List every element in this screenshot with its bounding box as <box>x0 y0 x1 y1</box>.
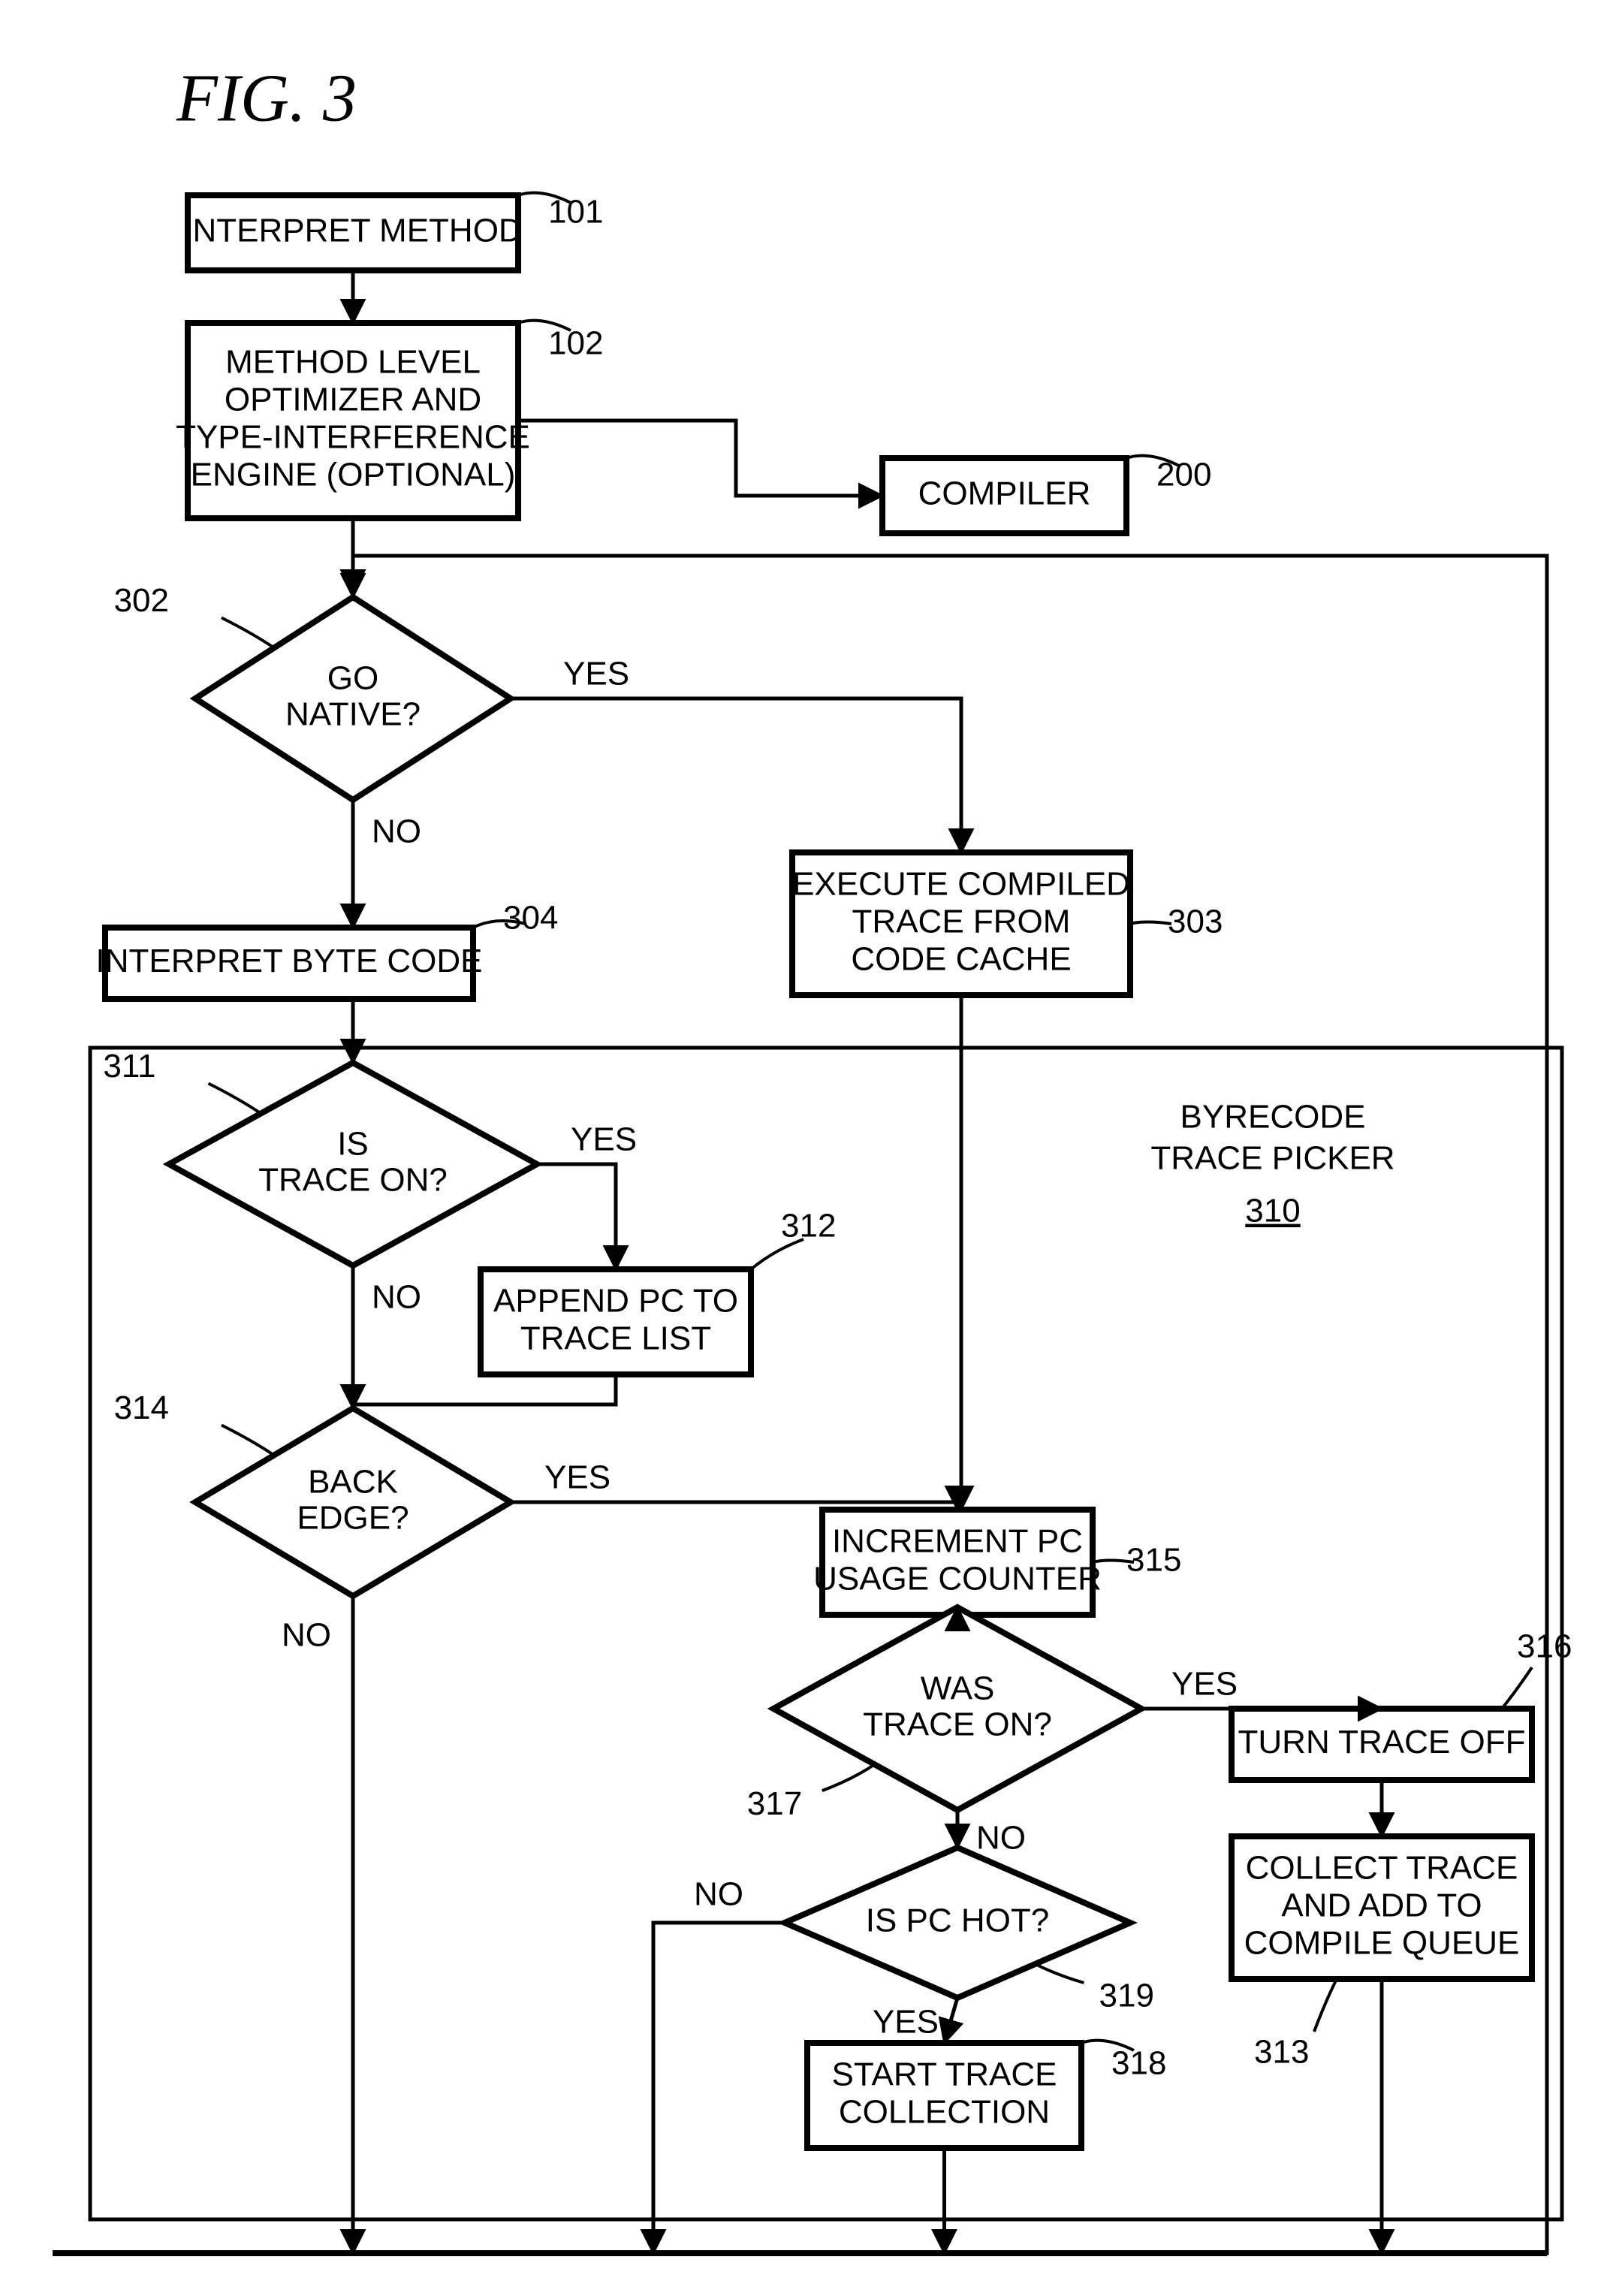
svg-text:IS PC HOT?: IS PC HOT? <box>866 1902 1050 1939</box>
svg-text:TYPE-INTERFERENCE: TYPE-INTERFERENCE <box>176 419 530 456</box>
svg-text:INCREMENT PC: INCREMENT PC <box>832 1523 1083 1560</box>
svg-text:TRACE FROM: TRACE FROM <box>852 904 1071 940</box>
svg-text:313: 313 <box>1254 2034 1309 2071</box>
svg-text:TRACE ON?: TRACE ON? <box>258 1162 448 1199</box>
svg-text:EDGE?: EDGE? <box>297 1500 409 1537</box>
svg-text:METHOD LEVEL: METHOD LEVEL <box>225 344 481 381</box>
svg-text:302: 302 <box>114 582 169 619</box>
svg-text:EXECUTE COMPILED: EXECUTE COMPILED <box>792 866 1130 903</box>
svg-text:CODE CACHE: CODE CACHE <box>851 941 1071 978</box>
svg-text:314: 314 <box>114 1389 169 1426</box>
svg-text:OPTIMIZER AND: OPTIMIZER AND <box>225 382 481 418</box>
svg-text:START TRACE: START TRACE <box>832 2056 1057 2093</box>
svg-text:TRACE PICKER: TRACE PICKER <box>1150 1140 1394 1177</box>
svg-text:NO: NO <box>372 813 421 850</box>
svg-text:COMPILE QUEUE: COMPILE QUEUE <box>1244 1925 1520 1962</box>
svg-text:319: 319 <box>1099 1978 1154 2014</box>
svg-text:316: 316 <box>1517 1628 1572 1665</box>
svg-text:NO: NO <box>372 1279 421 1316</box>
svg-text:FIG. 3: FIG. 3 <box>176 62 357 136</box>
svg-text:312: 312 <box>781 1208 836 1245</box>
svg-text:BYRECODE: BYRECODE <box>1180 1099 1366 1136</box>
svg-text:ENGINE (OPTIONAL): ENGINE (OPTIONAL) <box>191 457 516 493</box>
svg-text:NATIVE?: NATIVE? <box>285 696 421 733</box>
svg-text:COLLECT TRACE: COLLECT TRACE <box>1246 1850 1518 1887</box>
svg-text:315: 315 <box>1126 1542 1181 1579</box>
svg-text:YES: YES <box>563 656 629 692</box>
svg-text:COMPILER: COMPILER <box>918 475 1091 512</box>
svg-text:YES: YES <box>1171 1666 1238 1703</box>
svg-text:AND ADD TO: AND ADD TO <box>1281 1887 1482 1924</box>
svg-text:102: 102 <box>548 325 603 362</box>
svg-text:304: 304 <box>503 900 558 937</box>
svg-text:303: 303 <box>1168 904 1223 940</box>
svg-text:TRACE LIST: TRACE LIST <box>520 1320 711 1357</box>
svg-text:YES: YES <box>571 1121 637 1158</box>
svg-text:318: 318 <box>1111 2045 1166 2082</box>
svg-text:USAGE COUNTER: USAGE COUNTER <box>813 1561 1102 1598</box>
svg-text:NO: NO <box>694 1876 743 1913</box>
svg-text:NO: NO <box>282 1617 331 1654</box>
svg-text:TRACE ON?: TRACE ON? <box>863 1706 1052 1743</box>
svg-text:INTERPRET BYTE CODE: INTERPRET BYTE CODE <box>95 943 482 979</box>
svg-text:YES: YES <box>873 2004 939 2041</box>
svg-text:317: 317 <box>747 1785 802 1822</box>
svg-text:311: 311 <box>103 1048 155 1085</box>
svg-text:COLLECTION: COLLECTION <box>839 2094 1050 2131</box>
svg-text:APPEND PC TO: APPEND PC TO <box>493 1283 738 1320</box>
svg-text:WAS: WAS <box>921 1670 995 1707</box>
svg-text:BACK: BACK <box>308 1464 398 1501</box>
svg-text:101: 101 <box>548 194 603 231</box>
svg-text:INTERPRET METHOD: INTERPRET METHOD <box>183 213 522 249</box>
svg-text:YES: YES <box>544 1459 611 1496</box>
svg-text:IS: IS <box>337 1126 369 1163</box>
svg-text:TURN TRACE OFF: TURN TRACE OFF <box>1238 1724 1526 1760</box>
svg-text:310: 310 <box>1245 1193 1300 1229</box>
svg-text:GO: GO <box>327 660 378 697</box>
svg-text:NO: NO <box>976 1820 1026 1857</box>
svg-text:200: 200 <box>1156 457 1211 493</box>
